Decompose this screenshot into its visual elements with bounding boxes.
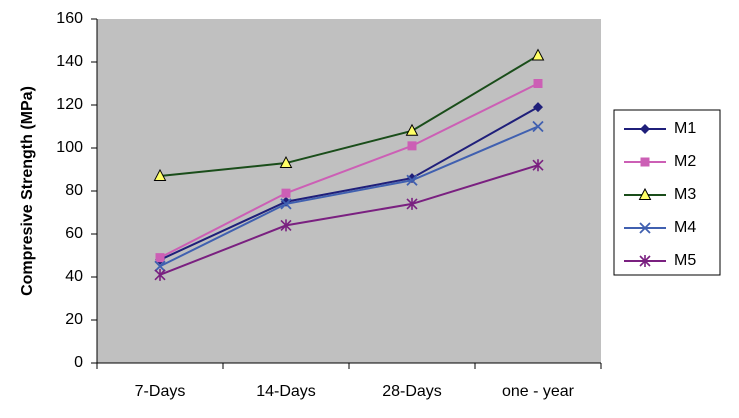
series-line	[159, 164, 539, 276]
data-point	[406, 197, 418, 210]
data-point	[153, 168, 167, 181]
y-tick-label: 80	[65, 182, 83, 199]
data-point	[405, 123, 419, 136]
data-point	[155, 253, 165, 263]
data-point	[532, 120, 544, 133]
legend-marker	[640, 124, 650, 134]
y-tick-label: 20	[65, 311, 83, 328]
legend-label: M5	[674, 252, 696, 269]
x-tick-label: 28-Days	[382, 383, 442, 400]
legend-label: M1	[674, 120, 696, 137]
data-point	[154, 268, 166, 281]
data-point	[154, 260, 166, 272]
data-point	[531, 48, 545, 61]
plot-area	[97, 19, 601, 363]
series-line	[159, 54, 539, 177]
legend-marker	[640, 157, 650, 167]
legend-marker	[639, 222, 651, 234]
data-point	[279, 155, 293, 169]
y-tick-label: 140	[56, 53, 83, 70]
data-point	[280, 198, 292, 210]
series-line	[159, 125, 539, 268]
legend-label: M2	[674, 153, 696, 170]
legend-marker	[638, 187, 652, 200]
x-tick-label: 7-Days	[135, 383, 186, 400]
y-tick-label: 120	[56, 96, 83, 113]
data-point	[533, 102, 543, 113]
data-point	[281, 188, 291, 198]
x-tick-label: 14-Days	[256, 383, 316, 400]
y-axis-label: Compresive Strength (MPa)	[19, 86, 36, 296]
series-line	[159, 82, 539, 259]
legend-box	[613, 109, 721, 276]
legend-label: M4	[674, 219, 696, 236]
y-tick-label: 0	[74, 354, 83, 371]
y-tick-label: 160	[56, 10, 83, 27]
data-point	[533, 79, 543, 88]
series-line	[159, 106, 539, 261]
x-tick-label: one - year	[502, 383, 575, 400]
legend-marker	[639, 255, 651, 267]
legend-label: M3	[674, 186, 696, 203]
data-point	[532, 159, 544, 172]
data-point	[407, 141, 417, 151]
y-tick-label: 100	[56, 139, 83, 156]
data-point	[280, 219, 292, 232]
y-tick-label: 60	[65, 225, 83, 242]
y-tick-label: 40	[65, 268, 83, 285]
data-point	[406, 174, 418, 186]
